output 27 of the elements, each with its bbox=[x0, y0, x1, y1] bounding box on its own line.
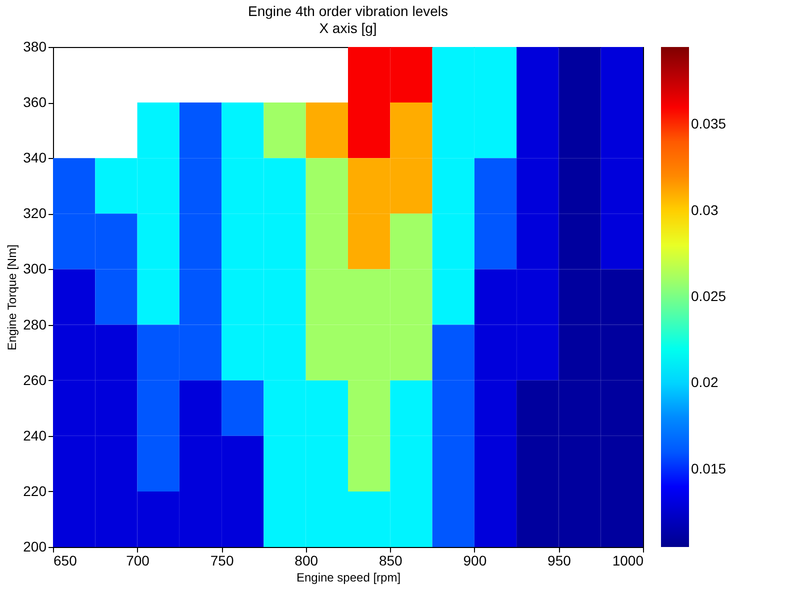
x-tick-label: 900 bbox=[463, 552, 487, 568]
y-tick-label: 200 bbox=[23, 538, 47, 554]
y-tick-label: 340 bbox=[23, 150, 47, 166]
y-tick-label: 260 bbox=[23, 372, 47, 388]
x-tick-label: 800 bbox=[294, 552, 318, 568]
color-bar-label: 0.02 bbox=[691, 374, 718, 390]
color-bar-label: 0.03 bbox=[691, 202, 718, 218]
y-tick-label: 300 bbox=[23, 260, 47, 277]
x-tick-label: 850 bbox=[378, 552, 403, 568]
x-axis-title: Engine speed [rpm] bbox=[296, 570, 401, 584]
y-tick-label: 380 bbox=[23, 38, 47, 54]
y-tick-label: 280 bbox=[23, 316, 47, 332]
y-tick-label: 360 bbox=[23, 94, 47, 110]
y-tick-label: 240 bbox=[23, 427, 47, 444]
color-bar-label: 0.025 bbox=[691, 288, 726, 304]
chart-title: Engine 4th order vibration levels bbox=[248, 3, 448, 19]
y-tick-label: 220 bbox=[23, 482, 47, 499]
x-tick-label: 750 bbox=[210, 552, 234, 568]
x-tick-label: 1000 bbox=[612, 552, 644, 568]
color-bar-label: 0.035 bbox=[691, 116, 726, 132]
y-axis-title: Engine Torque [Nm] bbox=[5, 244, 20, 350]
color-bar-label: 0.015 bbox=[691, 460, 726, 476]
x-tick-label: 950 bbox=[548, 552, 572, 568]
chart-subtitle: X axis [g] bbox=[319, 20, 377, 36]
x-tick-label: 700 bbox=[126, 552, 150, 568]
x-tick-label: 650 bbox=[54, 552, 78, 568]
y-tick-label: 320 bbox=[23, 205, 47, 222]
